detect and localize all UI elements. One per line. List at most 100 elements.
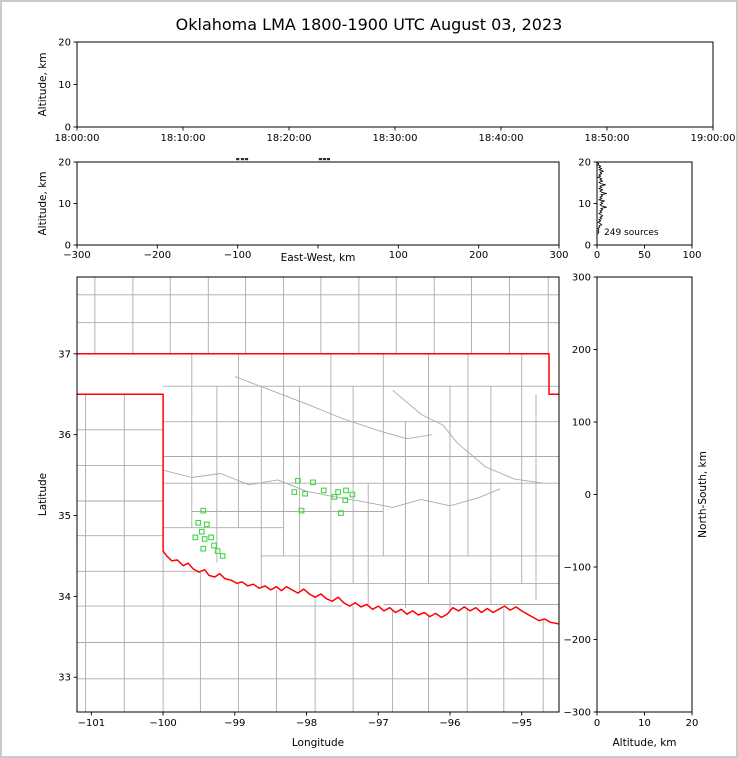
source-marker xyxy=(342,497,349,504)
x-tick-label: 20 xyxy=(686,718,699,729)
source-marker xyxy=(302,490,308,497)
y-tick-label: 100 xyxy=(572,418,591,429)
source-marker xyxy=(195,519,202,526)
y-axis-label: Latitude xyxy=(37,473,49,516)
y-tick-label: 35 xyxy=(58,511,71,522)
y-tick-label: 0 xyxy=(65,241,71,252)
x-axis-label: East-West, km xyxy=(281,252,356,264)
source-marker xyxy=(291,489,298,495)
source-marker xyxy=(320,487,327,494)
x-tick-label: −99 xyxy=(224,718,245,729)
x-tick-label: 18:50:00 xyxy=(585,133,630,144)
county-line xyxy=(162,469,501,508)
panel-data-alt_hist xyxy=(597,162,607,235)
panel-frame-ew_height xyxy=(76,161,560,246)
x-tick-label: 0 xyxy=(594,250,600,261)
panel-frame-ns_height xyxy=(596,276,693,713)
x-axis-label: Altitude, km xyxy=(612,737,676,749)
altitude-histogram-line xyxy=(597,162,607,235)
edge-mark xyxy=(240,158,245,161)
x-tick-label: 18:10:00 xyxy=(161,133,206,144)
y-axis-label: North-South, km xyxy=(697,451,709,538)
edge-mark xyxy=(236,158,240,161)
x-tick-label: −97 xyxy=(368,718,389,729)
source-marker xyxy=(338,510,344,516)
county-line xyxy=(392,389,544,484)
x-tick-label: −96 xyxy=(439,718,460,729)
y-tick-label: −100 xyxy=(564,563,591,574)
panel-data-plan_view xyxy=(77,277,559,712)
source-marker xyxy=(298,507,305,514)
x-tick-label: −100 xyxy=(224,250,251,261)
y-axis-label: Altitude, km xyxy=(37,171,49,235)
panel-time_height: 18:00:00 18:10:00 18:20:00 18:30:00 18:40:00… xyxy=(37,38,735,145)
y-tick-label: 36 xyxy=(58,430,71,441)
panel-ew_height: −300 −200 −100 100 200 300 0 10 20 East-West, km A… xyxy=(37,158,569,265)
x-tick-label: −95 xyxy=(511,718,532,729)
edge-mark xyxy=(322,158,327,161)
y-tick-label: 20 xyxy=(58,158,71,169)
panel-frame-plan_view xyxy=(76,276,560,713)
x-tick-label: 100 xyxy=(682,250,701,261)
source-marker xyxy=(295,477,301,484)
figure-title: Oklahoma LMA 1800-1900 UTC August 03, 20… xyxy=(175,15,563,34)
y-tick-label: 20 xyxy=(578,158,591,169)
source-marker xyxy=(331,494,338,500)
source-marker xyxy=(349,491,356,498)
source-marker xyxy=(211,542,217,549)
y-tick-label: 20 xyxy=(58,38,71,49)
x-tick-label: −98 xyxy=(296,718,317,729)
state-border xyxy=(77,393,559,625)
source-marker xyxy=(343,487,349,494)
y-tick-label: −200 xyxy=(564,635,591,646)
x-tick-label: −101 xyxy=(78,718,105,729)
y-tick-label: 200 xyxy=(572,345,591,356)
y-tick-label: 300 xyxy=(572,273,591,284)
y-tick-label: 34 xyxy=(58,592,71,603)
y-tick-label: 0 xyxy=(65,123,71,134)
source-marker xyxy=(219,553,226,559)
x-tick-label: 0 xyxy=(594,718,600,729)
panel-alt_hist: 249 sources 0 50 100 0 10 20 xyxy=(578,158,701,262)
edge-mark xyxy=(326,158,331,161)
source-marker xyxy=(200,545,207,552)
y-axis-label: Altitude, km xyxy=(37,52,49,116)
x-tick-label: 18:20:00 xyxy=(267,133,312,144)
x-tick-label: 200 xyxy=(469,250,488,261)
x-tick-label: 300 xyxy=(549,250,568,261)
x-tick-label: −100 xyxy=(149,718,176,729)
edge-mark xyxy=(244,158,249,161)
edge-mark xyxy=(318,158,323,161)
x-tick-label: 19:00:00 xyxy=(691,133,736,144)
y-tick-label: 10 xyxy=(578,199,591,210)
state-border xyxy=(77,353,559,395)
source-count-annotation: 249 sources xyxy=(604,228,659,238)
source-marker xyxy=(214,548,221,554)
source-marker xyxy=(200,507,207,514)
panel-frame-time_height xyxy=(76,41,714,128)
x-axis-label: Longitude xyxy=(292,737,344,749)
y-tick-label: 37 xyxy=(58,349,71,360)
source-marker xyxy=(335,489,341,495)
x-tick-label: −300 xyxy=(63,250,90,261)
y-tick-label: 33 xyxy=(58,673,71,684)
source-marker xyxy=(208,534,214,541)
panel-plan_view: −101 −100 −99 −98 −97 −96 −95 33 34 35 36 37 Longitu… xyxy=(37,276,560,749)
y-tick-label: 0 xyxy=(585,241,591,252)
y-tick-label: 0 xyxy=(585,490,591,501)
x-tick-label: 18:30:00 xyxy=(373,133,418,144)
y-tick-label: 10 xyxy=(58,80,71,91)
source-marker xyxy=(192,534,199,541)
source-marker xyxy=(310,479,316,486)
panel-ns_height: 0 10 20 300 200 100 0 −100 −200 −300 Altitude, km N… xyxy=(564,273,709,750)
y-tick-label: 10 xyxy=(58,199,71,210)
source-marker xyxy=(203,521,210,528)
y-tick-label: −300 xyxy=(564,708,591,719)
source-marker xyxy=(198,528,205,535)
x-tick-label: 10 xyxy=(638,718,651,729)
x-tick-label: 18:00:00 xyxy=(55,133,100,144)
x-tick-label: −200 xyxy=(144,250,171,261)
x-tick-label: 100 xyxy=(389,250,408,261)
